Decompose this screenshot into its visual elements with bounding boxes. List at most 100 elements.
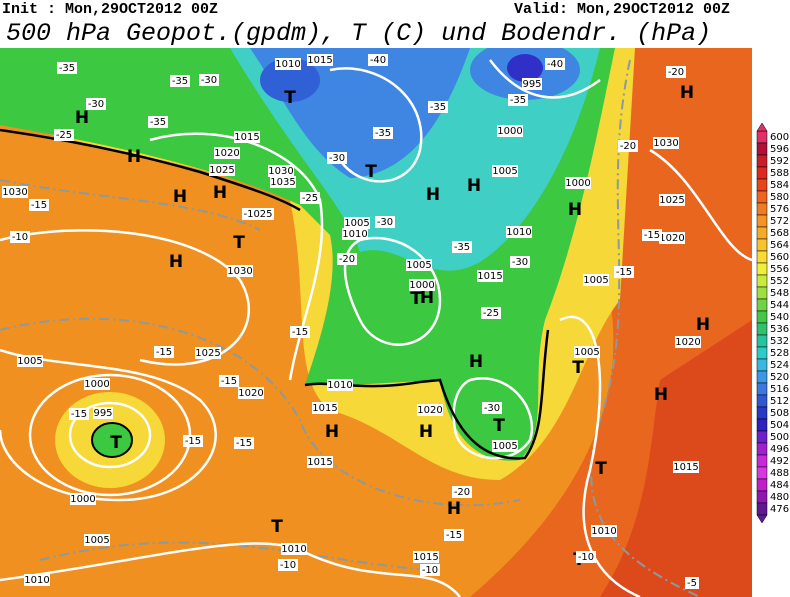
label-box bbox=[154, 346, 174, 358]
colorbar-label: 532 bbox=[770, 336, 789, 347]
colorbar-label: 496 bbox=[770, 444, 789, 455]
isoline-label: -15 bbox=[236, 438, 252, 449]
isoline-label: 1000 bbox=[70, 494, 95, 505]
colorbar-swatch bbox=[756, 382, 768, 396]
label-box bbox=[209, 164, 235, 176]
colorbar-swatch bbox=[756, 262, 768, 276]
isoline-label: -30 bbox=[329, 153, 345, 164]
colorbar-label: 540 bbox=[770, 312, 789, 323]
colorbar-swatch bbox=[756, 322, 768, 336]
label-box bbox=[238, 387, 264, 399]
colorbar-label: 548 bbox=[770, 288, 789, 299]
label-box bbox=[199, 74, 219, 86]
colorbar-label: 572 bbox=[770, 216, 789, 227]
colorbar-label: 512 bbox=[770, 396, 789, 407]
isoline-label: -40 bbox=[547, 59, 563, 70]
colorbar-label: 508 bbox=[770, 408, 789, 419]
isoline-label: 1030 bbox=[268, 166, 293, 177]
label-box bbox=[327, 152, 347, 164]
isoline-label: -15 bbox=[31, 200, 47, 211]
label-box bbox=[275, 58, 301, 70]
colorbar-swatch bbox=[756, 406, 768, 420]
isoline-label: -35 bbox=[430, 102, 446, 113]
low-marker: T bbox=[410, 289, 422, 309]
isoline-label: 1005 bbox=[84, 535, 109, 546]
isoline-label: 1005 bbox=[492, 166, 517, 177]
label-box bbox=[170, 75, 190, 87]
label-box bbox=[522, 78, 542, 90]
label-box bbox=[508, 94, 528, 106]
high-marker: H bbox=[75, 108, 89, 128]
high-marker: H bbox=[420, 288, 434, 308]
isoline-label: 995 bbox=[93, 408, 112, 419]
colorbar-swatch bbox=[756, 418, 768, 432]
isoline-label: -15 bbox=[446, 530, 462, 541]
colorbar: 6005965925885845805765725685645605565525… bbox=[756, 122, 789, 524]
label-box bbox=[583, 274, 609, 286]
colorbar-label: 580 bbox=[770, 192, 789, 203]
colorbar-swatch bbox=[756, 142, 768, 156]
colorbar-swatch bbox=[756, 502, 768, 516]
isoline-label: 1000 bbox=[497, 126, 522, 137]
label-box bbox=[307, 54, 333, 66]
isoline-label: -10 bbox=[280, 560, 296, 571]
isoline-label: 1015 bbox=[234, 132, 259, 143]
colorbar-label: 544 bbox=[770, 300, 789, 311]
colorbar-label: 528 bbox=[770, 348, 789, 359]
colorbar-label: 504 bbox=[770, 420, 789, 431]
isoline-label: 1010 bbox=[281, 544, 306, 555]
isoline-label: -35 bbox=[454, 242, 470, 253]
isoline-label: 1020 bbox=[675, 337, 700, 348]
label-box bbox=[506, 226, 532, 238]
colorbar-swatch bbox=[756, 274, 768, 288]
colorbar-swatch bbox=[756, 442, 768, 456]
isoline-label: 1015 bbox=[307, 457, 332, 468]
isoline-label: 1020 bbox=[417, 405, 442, 416]
isoline-label: -15 bbox=[185, 436, 201, 447]
isoline-label: 1005 bbox=[492, 441, 517, 452]
init-time: Init : Mon,29OCT2012 00Z bbox=[2, 1, 218, 18]
valid-time: Valid: Mon,29OCT2012 00Z bbox=[514, 1, 730, 18]
label-box bbox=[234, 131, 260, 143]
label-box bbox=[344, 217, 370, 229]
label-box bbox=[214, 147, 240, 159]
isoline-label: -35 bbox=[59, 63, 75, 74]
label-box bbox=[413, 551, 439, 563]
isoline-label: 1005 bbox=[406, 260, 431, 271]
isoline-label: -30 bbox=[88, 99, 104, 110]
isoline-label: 1015 bbox=[413, 552, 438, 563]
label-box bbox=[406, 259, 432, 271]
colorbar-swatch bbox=[756, 202, 768, 216]
colorbar-label: 576 bbox=[770, 204, 789, 215]
label-box bbox=[545, 58, 565, 70]
label-box bbox=[327, 379, 353, 391]
label-box bbox=[307, 456, 333, 468]
label-box bbox=[312, 402, 338, 414]
map-labels: HHHHHHHHHHHHHHHHTTTTTTTTTT10151010995100… bbox=[2, 54, 710, 589]
label-box bbox=[54, 129, 74, 141]
label-box bbox=[342, 228, 368, 240]
label-box bbox=[574, 346, 600, 358]
label-box bbox=[375, 216, 395, 228]
colorbar-label: 488 bbox=[770, 468, 789, 479]
map-title: 500 hPa Geopot.(gpdm), T (C) und Bodendr… bbox=[6, 19, 711, 48]
colorbar-label: 484 bbox=[770, 480, 789, 491]
label-box bbox=[492, 165, 518, 177]
colorbar-tip bbox=[756, 514, 768, 524]
high-marker: H bbox=[419, 422, 433, 442]
colorbar-swatch bbox=[756, 490, 768, 504]
colorbar-label: 600 bbox=[770, 132, 789, 143]
colorbar-swatch bbox=[756, 430, 768, 444]
isoline-label: 1010 bbox=[506, 227, 531, 238]
label-box bbox=[242, 208, 274, 220]
isoline-label: -30 bbox=[484, 403, 500, 414]
isoline-label: -35 bbox=[150, 117, 166, 128]
map-field: HHHHHHHHHHHHHHHHTTTTTTTTTT10151010995100… bbox=[0, 48, 752, 597]
colorbar-label: 476 bbox=[770, 504, 789, 515]
isoline-label: -20 bbox=[620, 141, 636, 152]
label-box bbox=[666, 66, 686, 78]
isoline-label: 1030 bbox=[227, 266, 252, 277]
high-marker: H bbox=[654, 385, 668, 405]
colorbar-swatch bbox=[756, 190, 768, 204]
